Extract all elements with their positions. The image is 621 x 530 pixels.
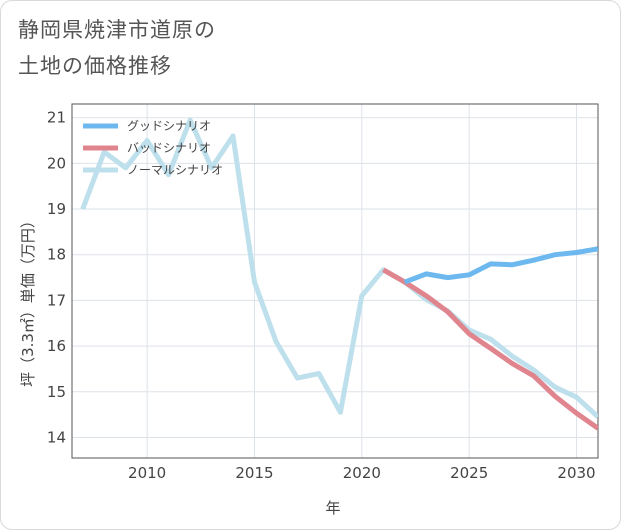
y-tick-label: 16 [47,337,66,355]
chart-title: 静岡県焼津市道原の 土地の価格推移 [18,18,216,78]
y-axis-label: 坪（3.3㎡）単価（万円） [19,213,37,387]
plot-frame [71,103,599,459]
legend-label: グッドシナリオ [127,119,211,133]
legend-label: バッドシナリオ [127,141,211,155]
y-tick-label: 21 [47,109,66,127]
y-tick-label: 18 [47,246,66,264]
x-tick-labels: 2010 2015 2020 2025 2030 [128,464,596,482]
x-tick-label: 2010 [128,464,166,482]
grid [72,104,598,458]
series-lines [80,117,598,431]
y-tick-label: 19 [47,200,66,218]
y-tick-label: 15 [47,383,66,401]
legend-label: ノーマルシナリオ [127,163,223,177]
series-line-2 [382,267,598,431]
x-tick-label: 2020 [343,464,381,482]
x-tick-label: 2025 [450,464,488,482]
x-tick-label: 2015 [235,464,273,482]
y-tick-label: 14 [47,428,66,446]
y-tick-labels: 14 15 16 17 18 19 20 21 [47,109,66,447]
y-tick-label: 20 [47,154,66,172]
x-tick-label: 2030 [557,464,595,482]
x-axis-label: 年 [325,499,340,517]
series-line-1 [403,246,598,285]
y-tick-label: 17 [47,291,66,309]
series-line-3 [80,117,598,419]
